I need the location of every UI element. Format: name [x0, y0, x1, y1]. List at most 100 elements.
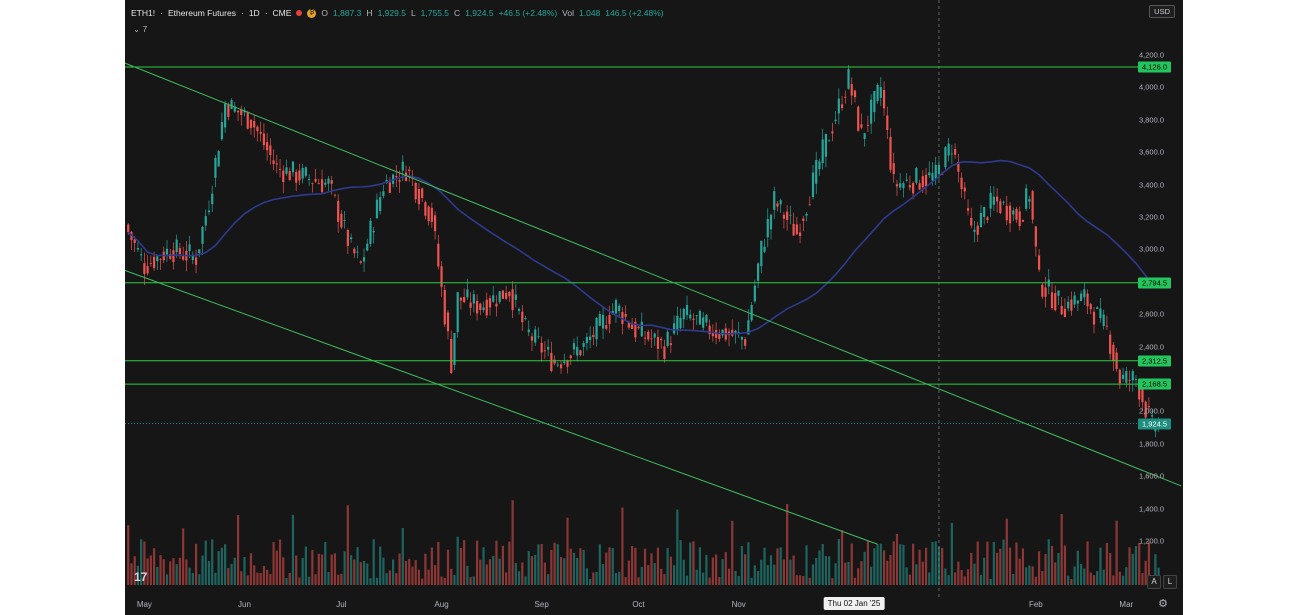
volume-bar [689, 542, 692, 585]
volume-bar [433, 565, 437, 585]
volume-bar [727, 568, 731, 585]
candle-body [1134, 379, 1138, 381]
volume-bar [782, 559, 786, 585]
candle-body [1128, 379, 1131, 381]
candle-body [359, 261, 362, 263]
volume-bar [769, 555, 773, 585]
candle-body [802, 218, 805, 222]
candle-body [353, 248, 356, 254]
candle-body [1070, 299, 1073, 311]
volume-bar [475, 540, 479, 585]
candle-body [534, 329, 537, 343]
candle-body [1054, 293, 1057, 311]
volume-bar [1050, 545, 1054, 585]
candle-body [698, 310, 702, 325]
volume-bar [243, 557, 246, 585]
volume-bar [1044, 553, 1047, 585]
candle-body [398, 180, 401, 182]
candle-body [837, 98, 840, 114]
candle-body [278, 168, 282, 170]
volume-bar [1079, 564, 1083, 585]
volume-bar [517, 571, 521, 585]
candle-body [663, 346, 666, 359]
candle-body [695, 315, 698, 317]
candle-body [908, 185, 911, 188]
candle-body [463, 297, 466, 303]
volume-bar [1125, 567, 1128, 585]
candle-body [253, 120, 256, 128]
volume-bar [1034, 576, 1037, 585]
currency-button[interactable]: USD [1149, 5, 1175, 18]
candle-body [857, 106, 860, 131]
volume-bar [963, 576, 966, 585]
candle-body [514, 294, 517, 300]
volume-bar [756, 570, 760, 585]
candle-body [731, 329, 734, 336]
candle-body [928, 172, 931, 176]
time-axis-label: Feb [1028, 600, 1043, 609]
gear-icon[interactable]: ⚙ [1158, 598, 1168, 610]
coin-icon: ₿ [307, 8, 317, 18]
volume-bar [1086, 541, 1089, 585]
volume-bar [136, 565, 140, 585]
chart-panel[interactable]: ETH1! · Ethereum Futures · 1D · CME ₿ O … [125, 0, 1183, 615]
volume-change: 146.5 (+2.48%) [605, 8, 664, 18]
volume-bar [372, 539, 375, 585]
volume-bar [421, 578, 424, 585]
volume-bar [1018, 558, 1021, 585]
candle-body [1112, 344, 1115, 361]
volume-bar [214, 572, 217, 585]
tradingview-logo-icon[interactable]: 17 [134, 570, 148, 584]
candle-body [614, 300, 618, 314]
volume-bar [831, 578, 834, 585]
volume-bar [146, 558, 149, 585]
open-value: 1,887.3 [333, 8, 362, 18]
candle-body [692, 318, 695, 320]
candle-body [446, 312, 450, 332]
candle-body [1092, 311, 1096, 325]
volume-bar [899, 544, 902, 585]
candle-body [1037, 255, 1041, 270]
volume-bar [643, 548, 647, 585]
auto-scale-icon[interactable]: A [1147, 575, 1161, 589]
candle-body [976, 225, 979, 235]
indicator-collapse-button[interactable]: ⌄ 7 [133, 24, 148, 34]
candle-body [382, 191, 385, 196]
log-scale-icon[interactable]: L [1163, 575, 1177, 589]
candle-body [275, 163, 278, 165]
volume-bar [986, 541, 989, 585]
volume-bar [456, 536, 459, 585]
volume-bar [369, 578, 372, 585]
chart-plot[interactable] [125, 0, 1183, 615]
volume-bar [547, 574, 550, 585]
candle-body [1089, 304, 1092, 310]
interval-label[interactable]: 1D [248, 8, 260, 18]
volume-bar [937, 546, 941, 585]
candle-body [1118, 369, 1121, 384]
candle-body [165, 248, 169, 255]
volume-bar [634, 547, 637, 585]
volume-bar [488, 559, 492, 585]
candle-body [440, 266, 443, 287]
candle-body [401, 161, 404, 171]
candle-body [495, 303, 498, 307]
volume-bar [876, 544, 879, 585]
volume-bar [624, 577, 627, 585]
volume-bar [479, 559, 482, 585]
volume-bar [359, 562, 362, 585]
volume-bar [1099, 547, 1102, 585]
candle-body [172, 250, 175, 263]
candle-body [708, 325, 711, 335]
candle-body [808, 204, 811, 206]
candle-body [601, 314, 605, 329]
volume-bar [152, 548, 156, 585]
volume-bar [676, 509, 679, 585]
trendline [125, 269, 878, 545]
candle-body [886, 115, 889, 131]
volume-bar [1037, 551, 1041, 585]
candle-body [605, 325, 608, 329]
symbol-ticker[interactable]: ETH1! [131, 8, 156, 18]
candle-body [905, 179, 908, 181]
volume-bar [508, 541, 511, 585]
volume-bar [350, 555, 353, 585]
